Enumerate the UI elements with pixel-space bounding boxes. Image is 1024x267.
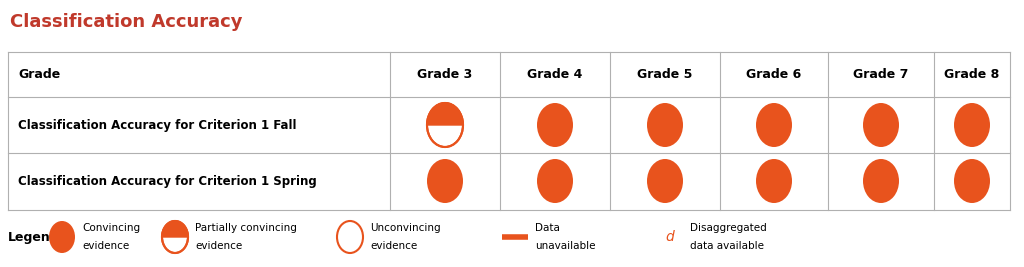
Ellipse shape <box>954 159 990 203</box>
Ellipse shape <box>756 103 792 147</box>
Text: evidence: evidence <box>82 241 129 251</box>
Polygon shape <box>427 103 463 125</box>
Text: Grade 4: Grade 4 <box>527 68 583 80</box>
Ellipse shape <box>537 159 573 203</box>
Text: Grade 6: Grade 6 <box>746 68 802 80</box>
Text: d: d <box>666 230 675 244</box>
Text: Legend: Legend <box>8 230 59 244</box>
Ellipse shape <box>427 103 463 147</box>
Ellipse shape <box>863 159 899 203</box>
Text: evidence: evidence <box>195 241 243 251</box>
Ellipse shape <box>863 103 899 147</box>
Polygon shape <box>162 221 188 237</box>
Text: Unconvincing: Unconvincing <box>370 223 440 233</box>
Text: Grade: Grade <box>18 68 60 80</box>
Text: evidence: evidence <box>370 241 417 251</box>
Ellipse shape <box>647 103 683 147</box>
Text: Classification Accuracy: Classification Accuracy <box>10 13 243 31</box>
Text: Disaggregated: Disaggregated <box>690 223 767 233</box>
Ellipse shape <box>756 159 792 203</box>
Text: Partially convincing: Partially convincing <box>195 223 297 233</box>
Text: Grade 3: Grade 3 <box>418 68 473 80</box>
Ellipse shape <box>49 221 75 253</box>
Text: Grade 8: Grade 8 <box>944 68 999 80</box>
Ellipse shape <box>162 221 188 253</box>
Ellipse shape <box>954 103 990 147</box>
Text: Classification Accuracy for Criterion 1 Spring: Classification Accuracy for Criterion 1 … <box>18 175 316 187</box>
Text: data available: data available <box>690 241 764 251</box>
Text: Classification Accuracy for Criterion 1 Fall: Classification Accuracy for Criterion 1 … <box>18 119 297 132</box>
Text: Data: Data <box>535 223 560 233</box>
Ellipse shape <box>537 103 573 147</box>
Ellipse shape <box>337 221 362 253</box>
Text: Convincing: Convincing <box>82 223 140 233</box>
Ellipse shape <box>647 159 683 203</box>
Text: Grade 5: Grade 5 <box>637 68 692 80</box>
Ellipse shape <box>427 159 463 203</box>
Text: Grade 7: Grade 7 <box>853 68 908 80</box>
Text: unavailable: unavailable <box>535 241 596 251</box>
